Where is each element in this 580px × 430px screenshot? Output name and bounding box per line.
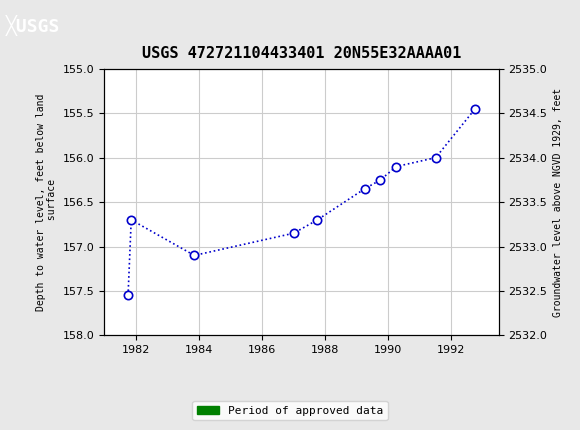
Bar — [288, 335, 332, 341]
Text: ╳USGS: ╳USGS — [6, 15, 60, 36]
Bar — [442, 335, 483, 341]
Y-axis label: Groundwater level above NGVD 1929, feet: Groundwater level above NGVD 1929, feet — [553, 88, 563, 316]
Y-axis label: Depth to water level, feet below land
 surface: Depth to water level, feet below land su… — [36, 93, 57, 311]
Bar — [130, 335, 133, 341]
Title: USGS 472721104433401 20N55E32AAAA01: USGS 472721104433401 20N55E32AAAA01 — [142, 46, 461, 61]
Legend: Period of approved data: Period of approved data — [193, 401, 387, 420]
Bar — [350, 335, 404, 341]
